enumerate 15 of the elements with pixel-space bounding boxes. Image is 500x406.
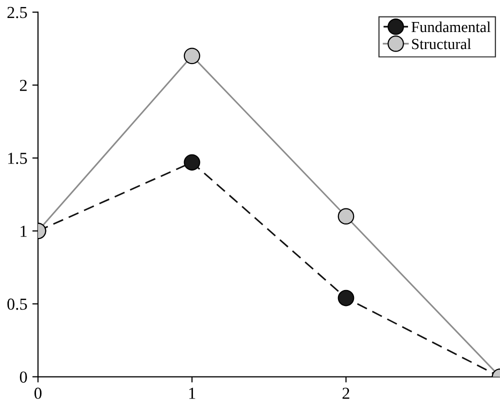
y-tick-label: 0 [20, 371, 27, 383]
y-tick-label: 2 [20, 80, 27, 91]
x-tick-label: 1 [189, 388, 196, 399]
point [184, 154, 200, 171]
legend-label: Structural [412, 38, 472, 50]
point [338, 208, 354, 225]
point [184, 48, 200, 64]
x-tick-label: 2 [342, 388, 350, 399]
x-tick-label: 0 [34, 388, 42, 399]
y-tick-label: 2.5 [7, 6, 27, 18]
legend-label: Fundamental [412, 21, 491, 32]
y-tick-label: 1 [20, 226, 27, 237]
y-tick-label: 1.5 [8, 152, 27, 164]
y-tick-label: 0.5 [7, 298, 27, 310]
point [338, 290, 354, 306]
